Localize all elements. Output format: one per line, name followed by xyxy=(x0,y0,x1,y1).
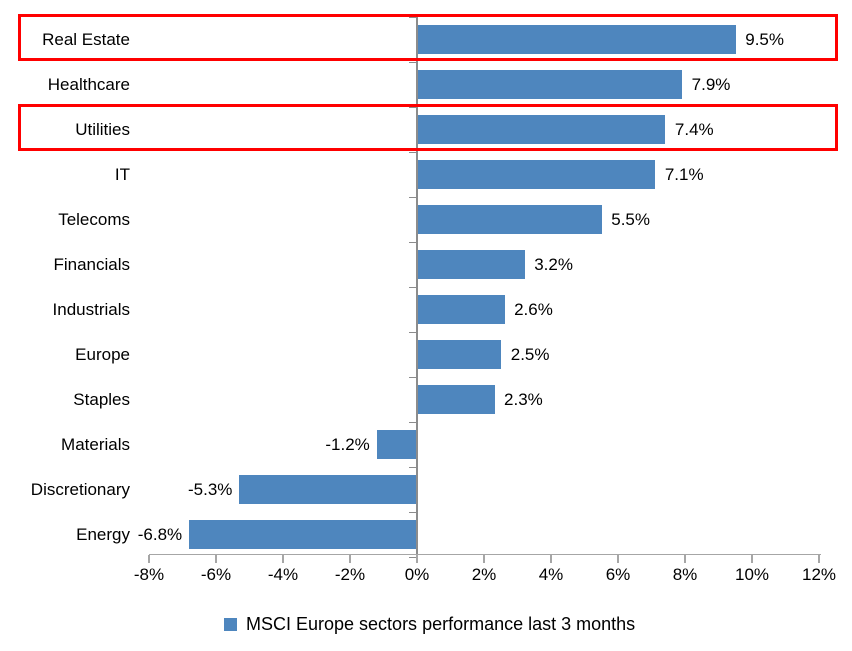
bar xyxy=(239,475,417,504)
bar-value-label: -1.2% xyxy=(325,435,370,454)
category-label: Utilities xyxy=(75,120,130,139)
x-tick xyxy=(282,555,284,563)
bar xyxy=(376,430,417,459)
category-tick xyxy=(409,242,416,244)
legend-label: MSCI Europe sectors performance last 3 m… xyxy=(246,613,636,634)
category-label: Real Estate xyxy=(42,30,130,49)
bar-value-label: 2.6% xyxy=(514,300,553,319)
x-tick xyxy=(416,555,418,563)
category-label: Materials xyxy=(61,435,130,454)
bar xyxy=(189,520,417,549)
x-tick-label: -8% xyxy=(133,565,165,584)
x-tick xyxy=(818,555,820,563)
category-label: IT xyxy=(114,165,130,184)
bar-value-label: 3.2% xyxy=(534,255,573,274)
x-tick-label: 10% xyxy=(734,565,770,584)
bar xyxy=(418,340,502,369)
legend-swatch-icon xyxy=(224,617,237,631)
category-axis-line xyxy=(416,17,418,555)
category-tick xyxy=(409,467,416,469)
x-tick-label: 6% xyxy=(605,565,631,584)
x-tick-label: -2% xyxy=(334,565,366,584)
bar-value-label: 9.5% xyxy=(745,30,784,49)
x-tick-label: -6% xyxy=(200,565,232,584)
bar xyxy=(418,70,683,99)
bar-value-label: 2.3% xyxy=(504,390,543,409)
category-tick xyxy=(409,512,416,514)
category-tick xyxy=(409,62,416,64)
x-tick xyxy=(684,555,686,563)
legend: MSCI Europe sectors performance last 3 m… xyxy=(224,610,635,638)
value-axis-line xyxy=(149,554,821,556)
category-tick xyxy=(409,377,416,379)
category-tick xyxy=(409,197,416,199)
x-tick-label: 2% xyxy=(471,565,497,584)
x-tick xyxy=(617,555,619,563)
bar-value-label: 2.5% xyxy=(510,345,550,364)
x-tick xyxy=(483,555,485,563)
category-tick xyxy=(409,287,416,289)
bar xyxy=(418,385,495,414)
category-tick xyxy=(409,557,416,559)
category-label: Discretionary xyxy=(30,480,130,499)
category-tick xyxy=(409,17,416,19)
x-tick-label: -4% xyxy=(267,565,299,584)
bar xyxy=(418,295,505,324)
highlight-box xyxy=(18,14,838,61)
category-label: Healthcare xyxy=(47,75,130,94)
category-label: Financials xyxy=(53,255,130,274)
category-label: Staples xyxy=(73,390,130,409)
x-tick xyxy=(751,555,753,563)
x-tick-label: 8% xyxy=(672,565,698,584)
category-tick xyxy=(409,422,416,424)
category-tick xyxy=(409,152,416,154)
x-tick-label: 12% xyxy=(801,565,837,584)
category-tick xyxy=(409,107,416,109)
highlight-box xyxy=(18,104,838,151)
x-tick xyxy=(349,555,351,563)
bar-value-label: -6.8% xyxy=(137,525,183,544)
category-label: Industrials xyxy=(52,300,130,319)
x-tick-label: 4% xyxy=(538,565,564,584)
bar xyxy=(418,250,525,279)
x-tick xyxy=(148,555,150,563)
category-label: Energy xyxy=(76,525,130,544)
x-tick-label: 0% xyxy=(404,565,430,584)
category-tick xyxy=(409,332,416,334)
bar xyxy=(418,25,736,54)
x-tick xyxy=(215,555,217,563)
bar-value-label: 7.9% xyxy=(691,75,731,94)
bar-value-label: 7.4% xyxy=(674,120,714,139)
x-tick xyxy=(550,555,552,563)
bar xyxy=(418,205,602,234)
bar-value-label: 7.1% xyxy=(664,165,704,184)
category-label: Telecoms xyxy=(58,210,130,229)
bar xyxy=(418,115,666,144)
bar xyxy=(418,160,656,189)
bar-value-label: 5.5% xyxy=(611,210,650,229)
category-label: Europe xyxy=(75,345,130,364)
bar-value-label: -5.3% xyxy=(188,480,233,499)
